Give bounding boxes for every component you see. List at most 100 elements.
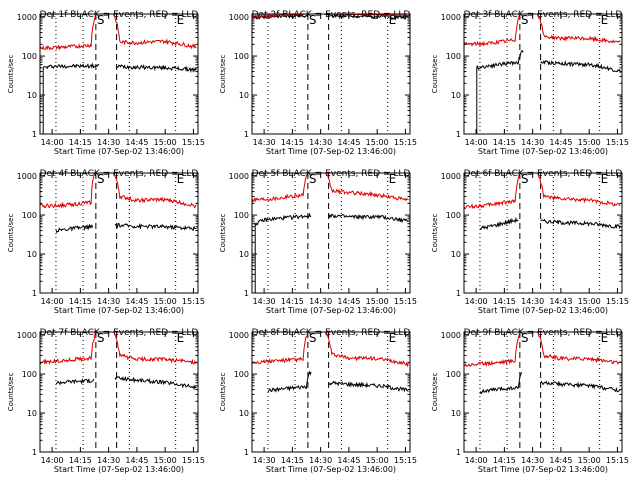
series-group: [252, 173, 409, 293]
x-axis-label: Start Time (07-Sep-02 13:46:00): [54, 465, 184, 474]
y-tick-label: 1: [244, 448, 249, 457]
marker-label-e: E: [389, 13, 397, 27]
x-tick-label: 15:00: [578, 456, 601, 465]
x-tick-label: 14:45: [549, 456, 572, 465]
series-events-line: [252, 14, 407, 21]
plot-frame: [251, 331, 411, 453]
y-tick-label: 1000: [229, 172, 249, 181]
series-lld-line: [40, 332, 197, 366]
series-group: [40, 14, 197, 134]
y-tick-label: 1000: [441, 13, 461, 22]
y-tick-label: 10: [239, 250, 249, 259]
x-tick-label: 14:15: [69, 138, 92, 147]
x-axis-label: Start Time (07-Sep-02 13:46:00): [266, 147, 396, 156]
plot-frame: [39, 13, 199, 135]
y-tick-label: 100: [446, 211, 461, 220]
series-group: [40, 173, 197, 234]
x-axis-label: Start Time (07-Sep-02 13:46:00): [54, 306, 184, 315]
x-tick-label: 14:15: [493, 456, 516, 465]
x-tick-label: 14:15: [281, 456, 304, 465]
x-tick-label: 15:15: [606, 456, 629, 465]
x-tick-label: 14:15: [493, 138, 516, 147]
series-lld-line: [464, 332, 621, 368]
series-group: [464, 14, 621, 134]
y-axis-label: Counts/sec: [431, 214, 439, 253]
plot-frame: [251, 13, 411, 135]
y-tick-label: 10: [239, 409, 249, 418]
plot-frame: [251, 172, 411, 294]
y-tick-label: 1000: [229, 13, 249, 22]
y-tick-label: 1000: [441, 331, 461, 340]
x-tick-label: 14:45: [337, 297, 360, 306]
x-tick-label: 14:45: [125, 297, 148, 306]
plot-frame: [39, 172, 199, 294]
x-tick-label: 14:00: [465, 297, 488, 306]
marker-label-e: E: [177, 172, 185, 186]
series-events-line: [267, 370, 409, 393]
marker-label-e: E: [601, 13, 609, 27]
x-tick-label: 14:45: [549, 138, 572, 147]
x-tick-label: 14:30: [97, 138, 120, 147]
x-tick-label: 15:15: [606, 297, 629, 306]
series-group: [252, 332, 409, 393]
x-axis-label: Start Time (07-Sep-02 13:46:00): [54, 147, 184, 156]
x-tick-label: 15:00: [154, 138, 177, 147]
x-tick-label: 15:00: [154, 297, 177, 306]
y-tick-label: 1: [32, 289, 37, 298]
series-events-line: [476, 49, 621, 134]
x-tick-label: 15:00: [578, 138, 601, 147]
series-lld-line: [40, 14, 197, 51]
x-tick-label: 15:15: [182, 138, 205, 147]
x-tick-label: 15:00: [366, 456, 389, 465]
x-tick-label: 14:45: [337, 138, 360, 147]
panel-title: Det 3f BLACK = Events, RED = LLD: [464, 10, 623, 20]
x-tick-label: 14:00: [41, 456, 64, 465]
y-tick-label: 100: [234, 370, 249, 379]
series-events-line: [254, 212, 409, 293]
x-axis-label: Start Time (07-Sep-02 13:46:00): [478, 306, 608, 315]
y-tick-label: 100: [22, 370, 37, 379]
x-axis-label: Start Time (07-Sep-02 13:46:00): [478, 465, 608, 474]
y-tick-label: 1000: [17, 172, 37, 181]
marker-label-s: S: [521, 331, 529, 345]
marker-label-e: E: [601, 331, 609, 345]
y-tick-label: 100: [234, 52, 249, 61]
series-lld-line: [464, 14, 621, 48]
y-tick-label: 100: [22, 52, 37, 61]
y-axis-label: Counts/sec: [219, 214, 227, 253]
x-tick-label: 14:30: [97, 297, 120, 306]
x-tick-label: 15:15: [182, 456, 205, 465]
marker-label-e: E: [389, 172, 397, 186]
y-tick-label: 1000: [17, 13, 37, 22]
y-axis-label: Counts/sec: [219, 373, 227, 412]
plot-frame: [463, 331, 623, 453]
panel-title: Det 7f BLACK = Events, RED = LLD: [40, 328, 199, 338]
y-tick-label: 1: [456, 448, 461, 457]
y-axis-label: Counts/sec: [431, 373, 439, 412]
marker-label-s: S: [521, 172, 529, 186]
panel-title: Det 9f BLACK = Events, RED = LLD: [464, 328, 623, 338]
y-tick-label: 1000: [229, 331, 249, 340]
x-tick-label: 14:30: [521, 456, 544, 465]
x-tick-label: 14:30: [521, 138, 544, 147]
y-axis-label: Counts/sec: [7, 55, 15, 94]
series-lld-line: [252, 332, 409, 368]
x-tick-label: 15:15: [394, 297, 417, 306]
marker-label-s: S: [97, 13, 105, 27]
x-tick-label: 14:00: [41, 297, 64, 306]
y-tick-label: 10: [451, 250, 461, 259]
x-tick-label: 14:15: [281, 138, 304, 147]
y-tick-label: 1: [32, 130, 37, 139]
y-axis-label: Counts/sec: [219, 55, 227, 94]
series-events-line: [479, 216, 621, 231]
series-group: [464, 332, 621, 395]
x-axis-label: Start Time (07-Sep-02 13:46:00): [478, 147, 608, 156]
panel-title: Det 1f BLACK = Events, RED = LLD: [40, 10, 199, 20]
y-tick-label: 100: [234, 211, 249, 220]
